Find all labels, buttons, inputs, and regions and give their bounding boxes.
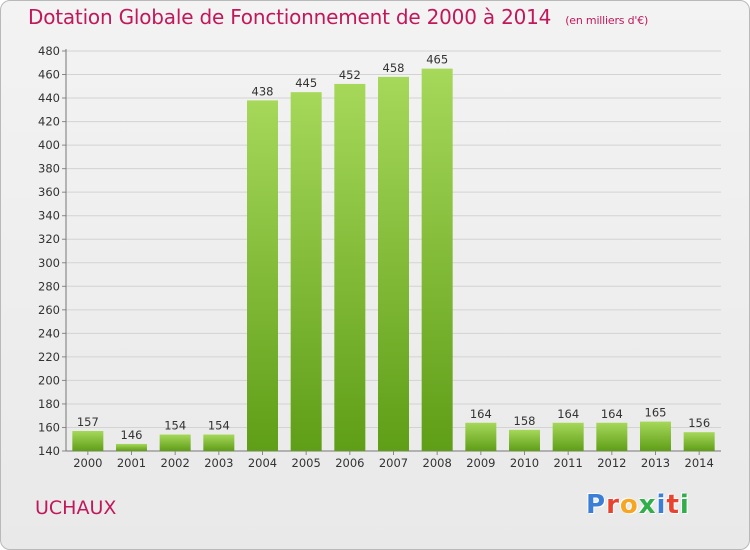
logo-letter: i (656, 490, 667, 520)
logo-letter: o (619, 490, 639, 520)
chart-title: Dotation Globale de Fonctionnement de 20… (28, 5, 648, 29)
y-tick-label: 200 (38, 373, 60, 387)
x-tick-label: 2005 (292, 456, 321, 470)
bar-value-label: 438 (252, 84, 274, 98)
y-tick-label: 260 (38, 303, 60, 317)
y-tick-label: 340 (38, 209, 60, 223)
bar (72, 431, 104, 451)
y-tick-label: 300 (38, 256, 60, 270)
bar (509, 429, 540, 451)
y-tick-label: 220 (38, 350, 60, 364)
bar-value-label: 458 (383, 61, 405, 75)
logo-letter: r (606, 490, 620, 520)
bar-value-label: 154 (164, 419, 186, 433)
bar-value-label: 146 (121, 428, 143, 442)
x-tick-label: 2007 (379, 456, 408, 470)
y-tick-label: 320 (38, 232, 60, 246)
x-tick-label: 2006 (335, 456, 364, 470)
commune-name: UCHAUX (35, 497, 117, 519)
x-tick-label: 2011 (554, 456, 583, 470)
logo-letter: i (679, 490, 690, 520)
bar-value-label: 164 (601, 407, 623, 421)
bar-value-label: 165 (645, 406, 667, 420)
y-tick-label: 280 (38, 279, 60, 293)
bar-value-label: 164 (557, 407, 579, 421)
bar-value-label: 154 (208, 419, 230, 433)
y-tick-label: 480 (38, 44, 60, 58)
logo-letter: x (638, 490, 657, 520)
bar-value-label: 156 (688, 416, 710, 430)
x-tick-label: 2008 (423, 456, 452, 470)
y-tick-label: 380 (38, 162, 60, 176)
y-tick-label: 460 (38, 68, 60, 82)
x-tick-label: 2009 (466, 456, 495, 470)
y-tick-label: 360 (38, 185, 60, 199)
bar (640, 421, 671, 451)
x-tick-label: 2014 (685, 456, 714, 470)
bar (552, 422, 584, 451)
bar (247, 100, 278, 451)
chart-subtitle: (en milliers d'€) (565, 14, 649, 27)
y-tick-label: 240 (38, 326, 60, 340)
title-text: Dotation Globale de Fonctionnement de 20… (28, 5, 552, 29)
bar (378, 76, 409, 451)
logo-letter: P (586, 490, 607, 520)
bar-value-label: 452 (339, 68, 361, 82)
proxiti-logo[interactable]: Proxiti (586, 490, 690, 520)
x-tick-label: 2013 (641, 456, 670, 470)
y-tick-label: 400 (38, 138, 60, 152)
bar (203, 434, 235, 451)
bar (159, 434, 191, 451)
x-tick-label: 2001 (117, 456, 146, 470)
x-tick-label: 2000 (73, 456, 102, 470)
bar (116, 443, 147, 451)
bar (421, 68, 453, 451)
bar (465, 422, 497, 451)
x-tick-label: 2002 (161, 456, 190, 470)
bar-value-label: 164 (470, 407, 492, 421)
y-tick-label: 180 (38, 397, 60, 411)
y-tick-label: 440 (38, 91, 60, 105)
bar-value-label: 465 (426, 53, 448, 67)
bar (683, 432, 715, 451)
bar-value-label: 158 (514, 414, 536, 428)
bar (596, 422, 628, 451)
bar (334, 83, 366, 452)
bar-value-label: 157 (77, 415, 99, 429)
logo-letter: t (666, 490, 680, 520)
x-tick-label: 2010 (510, 456, 539, 470)
y-tick-label: 160 (38, 420, 60, 434)
y-tick-label: 140 (38, 444, 60, 458)
bar (290, 92, 322, 452)
y-tick-label: 420 (38, 115, 60, 129)
x-tick-label: 2004 (248, 456, 277, 470)
x-tick-label: 2012 (597, 456, 626, 470)
x-tick-label: 2003 (204, 456, 233, 470)
bar-value-label: 445 (295, 76, 317, 90)
